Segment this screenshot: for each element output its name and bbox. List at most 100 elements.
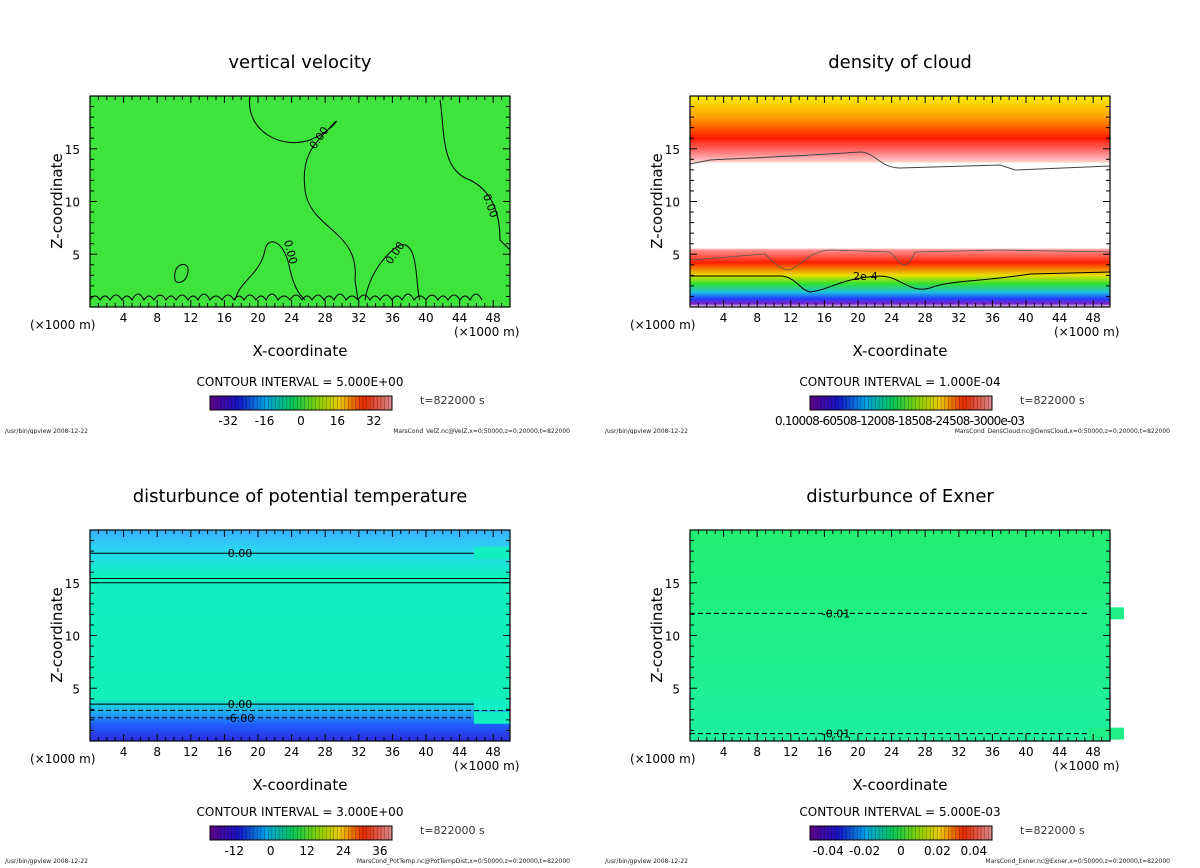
colorbar-swatch: [951, 396, 956, 410]
x-tick-label: 28: [318, 745, 333, 759]
colorbar-swatch: [875, 826, 880, 840]
colorbar-swatch: [333, 396, 338, 410]
colorbar-swatch: [933, 826, 938, 840]
colorbar-swatch: [911, 826, 916, 840]
colorbar-swatch: [271, 396, 276, 410]
x-tick-label: 36: [985, 311, 1000, 325]
colorbar-label: 36: [372, 844, 387, 858]
colorbar-swatch: [381, 826, 385, 840]
contour-line: [174, 264, 189, 283]
colorbar: [209, 825, 393, 841]
x-tick-label: 28: [918, 745, 933, 759]
colorbar-swatch: [820, 396, 825, 410]
colorbar-swatch: [330, 396, 334, 410]
colorbar-swatch: [962, 396, 967, 410]
colorbar-frame: [209, 395, 393, 411]
contour-label: 0.00: [228, 698, 253, 711]
colorbar-swatch: [828, 826, 833, 840]
colorbar-swatch: [904, 396, 909, 410]
footer-program: /usr/bin/gpview 2008-12-22: [605, 428, 688, 434]
colorbar-swatch: [853, 826, 858, 840]
time-label: t=822000 s: [420, 824, 485, 837]
colorbar-swatch: [919, 826, 924, 840]
x-tick-label: 36: [385, 745, 400, 759]
x-tick-label: 28: [918, 311, 933, 325]
colorbar-swatch: [388, 826, 393, 840]
colorbar-swatch: [366, 826, 371, 840]
field-fill: [90, 96, 510, 307]
colorbar-swatch: [959, 826, 964, 840]
colorbar-swatch: [297, 396, 302, 410]
colorbar-swatch: [260, 826, 265, 840]
y-tick-label: 15: [665, 143, 680, 157]
colorbar-swatch: [264, 826, 269, 840]
colorbar-swatch: [344, 396, 349, 410]
y-tick-label: 15: [65, 577, 80, 591]
colorbar-swatch: [319, 826, 324, 840]
time-label: t=822000 s: [420, 394, 485, 407]
colorbar-swatch: [322, 826, 327, 840]
colorbar-swatch: [813, 826, 818, 840]
y-tick-label: 5: [672, 682, 680, 696]
y-tick-label: 5: [72, 248, 80, 262]
colorbar-swatch: [922, 826, 927, 840]
colorbar-swatch: [864, 826, 869, 840]
colorbar-swatch: [351, 396, 356, 410]
colorbar-swatch: [824, 826, 829, 840]
colorbar-swatch: [937, 396, 942, 410]
y-tick-label: 10: [665, 630, 680, 644]
colorbar-swatch: [904, 826, 909, 840]
x-tick-label: 4: [120, 311, 128, 325]
colorbar-swatch: [293, 826, 298, 840]
colorbar-swatch: [897, 396, 902, 410]
colorbar-swatch: [926, 396, 931, 410]
colorbar-swatch: [846, 826, 851, 840]
contour-label-bg: [474, 547, 510, 560]
x-unit-left: (×1000 m): [630, 752, 695, 766]
colorbar-swatch: [973, 396, 978, 410]
y-tick-label: 5: [672, 248, 680, 262]
x-unit-left: (×1000 m): [630, 318, 695, 332]
colorbar-swatch: [228, 826, 233, 840]
colorbar-swatch: [857, 826, 862, 840]
x-tick-label: 32: [351, 745, 366, 759]
colorbar-swatch: [308, 826, 313, 840]
colorbar-swatch: [941, 396, 945, 410]
colorbar-swatch: [362, 826, 367, 840]
footer-program: /usr/bin/gpview 2008-12-22: [5, 428, 88, 434]
colorbar-swatch: [922, 396, 927, 410]
y-axis-label: Z-coordinate: [648, 587, 666, 682]
colorbar-swatch: [235, 396, 240, 410]
x-tick-label: 40: [418, 745, 433, 759]
colorbar-swatch: [286, 396, 291, 410]
x-tick-label: 48: [1086, 311, 1101, 325]
y-tick-label: 10: [65, 630, 80, 644]
colorbar-swatch: [366, 396, 371, 410]
x-tick-label: 32: [951, 311, 966, 325]
y-tick-label: 15: [665, 577, 680, 591]
chart-title: density of cloud: [828, 52, 972, 73]
contour-line: [689, 151, 1111, 171]
colorbar-swatch: [322, 396, 327, 410]
x-tick-label: 4: [720, 311, 728, 325]
colorbar: [809, 395, 993, 411]
x-tick-label: 24: [284, 311, 299, 325]
x-tick-label: 48: [486, 311, 501, 325]
x-unit-right: (×1000 m): [454, 759, 519, 773]
colorbar-label: 0: [297, 414, 305, 428]
colorbar-swatch: [901, 826, 905, 840]
x-tick-label: 48: [1086, 745, 1101, 759]
colorbar-label: 0.04: [960, 844, 987, 858]
colorbar-swatch: [868, 396, 873, 410]
colorbar-label: 24: [336, 844, 351, 858]
colorbar-swatch: [304, 396, 309, 410]
contour-label: -6.00: [226, 712, 254, 725]
contour-label: -0.01: [822, 607, 850, 620]
x-axis-label: X-coordinate: [253, 342, 348, 360]
colorbar-swatch: [977, 396, 982, 410]
colorbar-swatch: [842, 396, 847, 410]
x-tick-label: 36: [985, 745, 1000, 759]
footer-source: MarsCond_DensCloud.nc@DensCloud,x=0:5000…: [955, 428, 1170, 434]
footer-program: /usr/bin/gpview 2008-12-22: [5, 858, 88, 865]
x-unit-right: (×1000 m): [454, 325, 519, 339]
